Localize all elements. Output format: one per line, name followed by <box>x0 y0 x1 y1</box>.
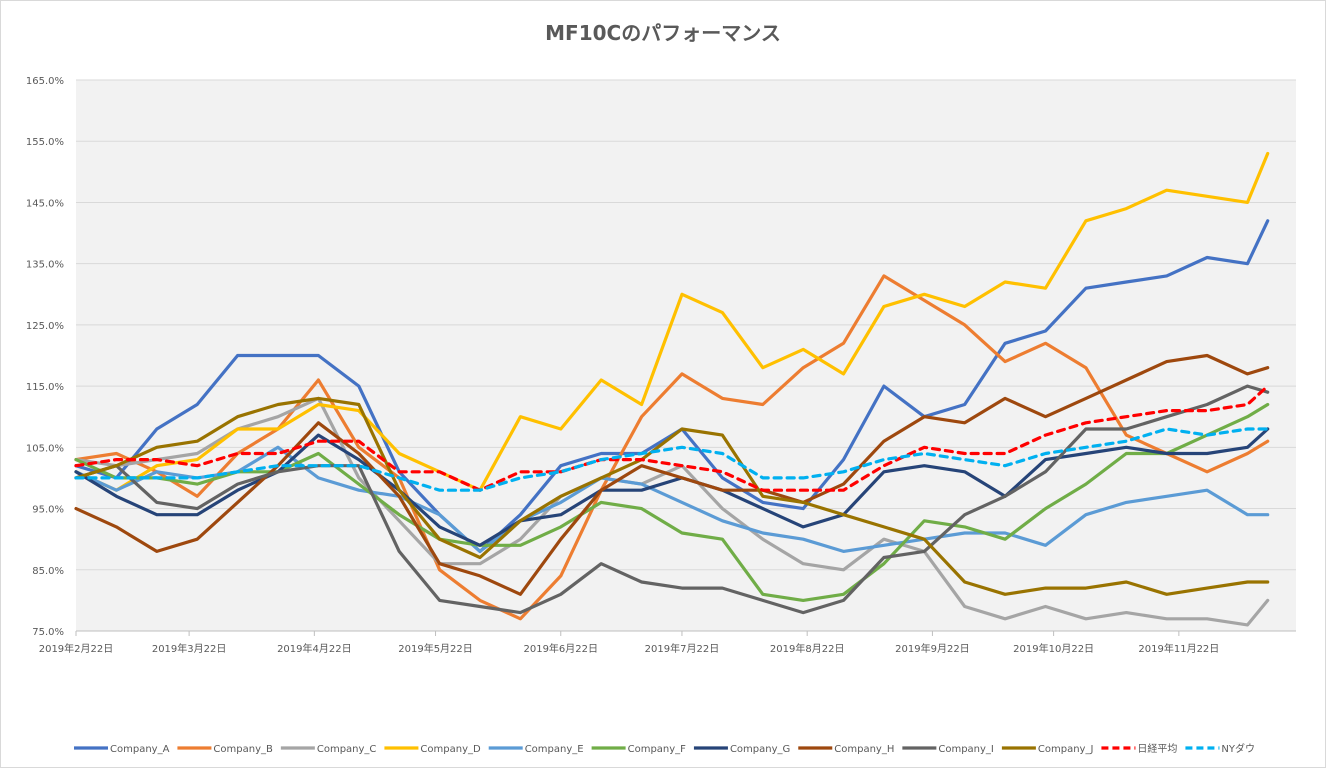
legend-label: Company_F <box>628 744 687 755</box>
y-tick-label: 155.0% <box>26 137 64 148</box>
x-tick-label: 2019年11月22日 <box>1138 642 1219 655</box>
legend-label: Company_J <box>1038 744 1094 755</box>
legend-label: Company_B <box>213 744 273 755</box>
legend-label: Company_E <box>525 744 584 755</box>
y-tick-label: 115.0% <box>26 382 64 393</box>
plot-area: 75.0% 85.0% 95.0% 105.0% 115.0% 125.0% 135.0% 1… <box>26 76 1296 655</box>
y-tick-label: 85.0% <box>32 566 64 577</box>
y-tick-label: 165.0% <box>26 76 64 87</box>
series-line-Company_E <box>74 445 1270 554</box>
series-line-Company_J <box>74 396 1270 596</box>
legend-label: Company_D <box>420 744 481 755</box>
legend-label: Company_C <box>317 744 377 755</box>
legend-label: Company_A <box>110 744 170 755</box>
legend-label: 日経平均 <box>1137 742 1177 755</box>
legend-label: Company_H <box>834 744 894 755</box>
series-line-NYダウ <box>74 427 1270 492</box>
legend-label: NYダウ <box>1221 742 1255 755</box>
x-tick-label: 2019年2月22日 <box>39 642 114 655</box>
y-tick-label: 135.0% <box>26 260 64 271</box>
x-tick-label: 2019年6月22日 <box>523 642 598 655</box>
series-line-日経平均 <box>74 384 1270 492</box>
x-tick-label: 2019年9月22日 <box>895 642 970 655</box>
x-tick-label: 2019年4月22日 <box>277 642 352 655</box>
x-tick-label: 2019年8月22日 <box>770 642 845 655</box>
y-tick-label: 125.0% <box>26 321 64 332</box>
y-tick-label: 145.0% <box>26 198 64 209</box>
x-tick-label: 2019年3月22日 <box>152 642 227 655</box>
y-tick-label: 105.0% <box>26 443 64 454</box>
x-tick-label: 2019年5月22日 <box>398 642 473 655</box>
legend: Company_A Company_B Company_C Company_D Comp… <box>74 742 1255 755</box>
series-line-Company_I <box>74 384 1270 615</box>
legend-label: Company_I <box>938 744 994 755</box>
x-tick-label: 2019年7月22日 <box>645 642 720 655</box>
series-line-Company_D <box>74 151 1270 492</box>
legend-label: Company_G <box>730 744 790 755</box>
chart-title: MF10Cのパフォーマンス <box>545 21 781 45</box>
y-tick-label: 95.0% <box>32 505 64 516</box>
y-tick-label: 75.0% <box>32 627 64 638</box>
x-tick-label: 2019年10月22日 <box>1013 642 1094 655</box>
